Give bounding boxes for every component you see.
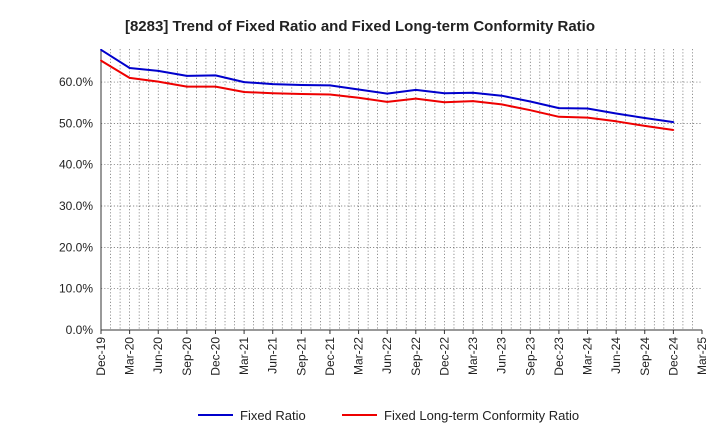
data-point: [300, 93, 303, 95]
legend-label: Fixed Long-term Conformity Ratio: [384, 408, 579, 423]
data-point: [329, 84, 331, 87]
data-point: [672, 129, 675, 131]
data-point: [357, 88, 360, 91]
y-tick-label: 20.0%: [59, 240, 93, 254]
data-point: [443, 101, 446, 104]
data-point: [443, 92, 446, 95]
x-tick-label: Jun-22: [380, 337, 394, 374]
data-point: [357, 96, 360, 99]
y-tick-label: 40.0%: [59, 158, 93, 172]
legend: Fixed Ratio Fixed Long-term Conformity Ra…: [198, 408, 579, 423]
x-tick-label: Sep-20: [180, 337, 194, 376]
x-tick-label: Sep-23: [523, 337, 537, 376]
data-point: [414, 89, 417, 91]
y-tick-label: 30.0%: [59, 199, 93, 213]
data-point: [529, 109, 532, 112]
x-tick-label: Sep-21: [294, 337, 308, 376]
x-tick-label: Mar-22: [352, 337, 366, 375]
data-point: [386, 92, 389, 95]
data-point: [300, 84, 303, 86]
x-tick-label: Jun-24: [609, 337, 623, 374]
x-tick-label: Sep-22: [409, 337, 423, 376]
data-point: [500, 103, 503, 106]
data-point: [214, 85, 217, 88]
y-tick-label: 10.0%: [59, 282, 93, 296]
data-point: [100, 48, 102, 51]
x-tick-label: Jun-23: [495, 337, 509, 374]
grid-lines: [101, 49, 702, 330]
data-point: [586, 107, 589, 110]
data-point: [586, 116, 589, 119]
data-point: [615, 112, 618, 115]
x-tick-label: Dec-21: [323, 337, 337, 376]
data-point: [329, 93, 331, 96]
x-tick-label: Dec-22: [437, 337, 451, 376]
data-point: [558, 107, 560, 109]
x-tick-label: Jun-21: [266, 337, 280, 374]
data-point: [100, 59, 102, 62]
chart-title: [8283] Trend of Fixed Ratio and Fixed Lo…: [125, 18, 595, 35]
data-point: [672, 121, 675, 124]
x-tick-label: Dec-20: [208, 337, 222, 376]
y-tick-label: 50.0%: [59, 116, 93, 130]
data-point: [643, 117, 646, 119]
data-point: [615, 120, 618, 123]
data-point: [500, 94, 503, 97]
data-point: [472, 100, 474, 102]
x-tick-label: Sep-24: [638, 337, 652, 376]
data-point: [243, 81, 245, 83]
data-point: [128, 67, 131, 69]
data-point: [157, 70, 160, 72]
data-point: [157, 80, 160, 83]
y-tick-label: 0.0%: [66, 323, 94, 337]
series-lines: [100, 48, 675, 131]
x-tick-label: Dec-24: [666, 337, 680, 376]
x-tick-label: Mar-23: [466, 337, 480, 375]
x-tick-label: Jun-20: [151, 337, 165, 374]
data-point: [185, 85, 188, 88]
data-point: [472, 91, 474, 94]
data-point: [529, 100, 532, 103]
data-point: [243, 91, 245, 93]
x-tick-label: Mar-20: [123, 337, 137, 375]
data-point: [558, 115, 560, 118]
data-point: [271, 83, 274, 86]
x-tick-label: Mar-24: [581, 337, 595, 375]
data-point: [643, 124, 646, 127]
legend-label: Fixed Ratio: [240, 408, 306, 423]
y-tick-label: 60.0%: [59, 75, 93, 89]
data-point: [185, 74, 188, 77]
data-point: [386, 100, 389, 103]
data-point: [128, 77, 131, 79]
x-tick-label: Dec-23: [552, 337, 566, 376]
data-point: [214, 74, 217, 77]
axes: 0.0% 10.0% 20.0% 30.0% 40.0% 50.0% 60.0% Dec-19…: [59, 49, 709, 376]
data-point: [414, 97, 417, 100]
x-tick-label: Dec-19: [94, 337, 108, 376]
x-tick-label: Mar-25: [695, 337, 709, 375]
x-tick-label: Mar-21: [237, 337, 251, 375]
data-point: [271, 92, 274, 95]
